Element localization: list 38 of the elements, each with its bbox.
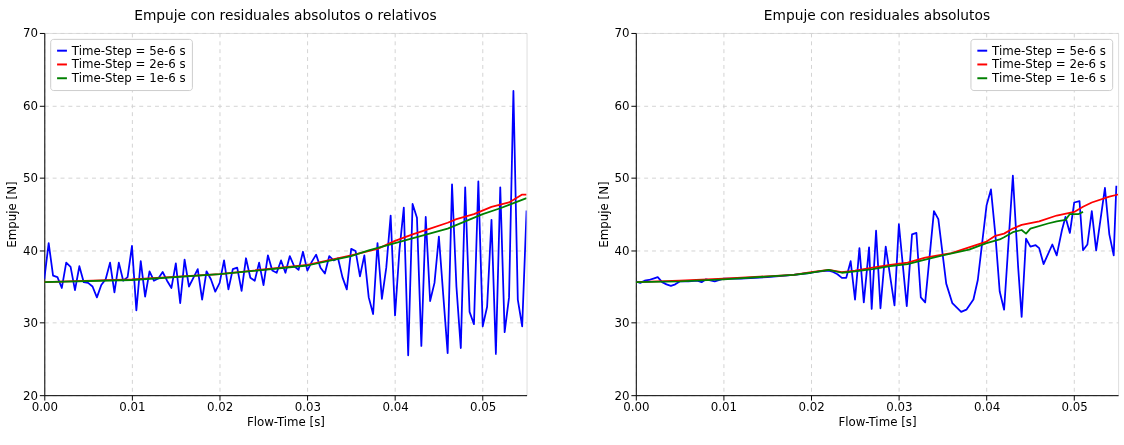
line-series — [635, 211, 1084, 284]
x-axis-title: Flow-Time [s] — [838, 415, 917, 430]
y-tick-label: 70 — [614, 26, 630, 41]
y-axis-title: Empuje [N] — [596, 181, 611, 248]
y-tick-label: 50 — [22, 171, 38, 186]
y-tick-label: 60 — [22, 98, 38, 113]
x-tick-label: 0.03 — [886, 400, 913, 415]
legend-label: Time-Step = 5e-6 s — [991, 43, 1106, 58]
y-tick-label: 50 — [614, 171, 630, 186]
x-tick-label: 0.01 — [119, 400, 146, 415]
x-tick-label: 0.03 — [294, 400, 321, 415]
x-tick-label: 0.01 — [710, 400, 738, 415]
x-tick-label: 0.05 — [1061, 400, 1088, 415]
line-series — [44, 90, 527, 357]
chart-title: Empuje con residuales absolutos o relativos — [134, 7, 437, 24]
chart-title: Empuje con residuales absolutos — [763, 7, 991, 24]
y-tick-label: 20 — [22, 388, 38, 403]
x-tick-label: 0.00 — [31, 400, 58, 415]
legend-label: Time-Step = 2e-6 s — [991, 57, 1106, 72]
y-tick-label: 40 — [614, 243, 630, 258]
y-tick-label: 40 — [22, 243, 38, 258]
x-tick-label: 0.02 — [798, 400, 825, 415]
y-tick-label: 60 — [614, 98, 630, 113]
legend-label: Time-Step = 5e-6 s — [70, 43, 186, 58]
x-tick-label: 0.04 — [973, 400, 1001, 415]
legend-label: Time-Step = 1e-6 s — [991, 71, 1106, 86]
x-tick-label: 0.00 — [623, 400, 650, 415]
y-tick-label: 70 — [22, 26, 38, 41]
legend-label: Time-Step = 1e-6 s — [70, 71, 186, 86]
legend-label: Time-Step = 2e-6 s — [70, 57, 186, 72]
y-tick-label: 30 — [22, 316, 38, 331]
x-tick-label: 0.05 — [470, 400, 497, 415]
y-axis-title: Empuje [N] — [4, 181, 19, 248]
x-tick-label: 0.02 — [207, 400, 234, 415]
x-axis-title: Flow-Time [s] — [246, 415, 325, 430]
y-tick-label: 30 — [614, 316, 630, 331]
y-tick-label: 20 — [614, 388, 630, 403]
x-tick-label: 0.04 — [382, 400, 409, 415]
